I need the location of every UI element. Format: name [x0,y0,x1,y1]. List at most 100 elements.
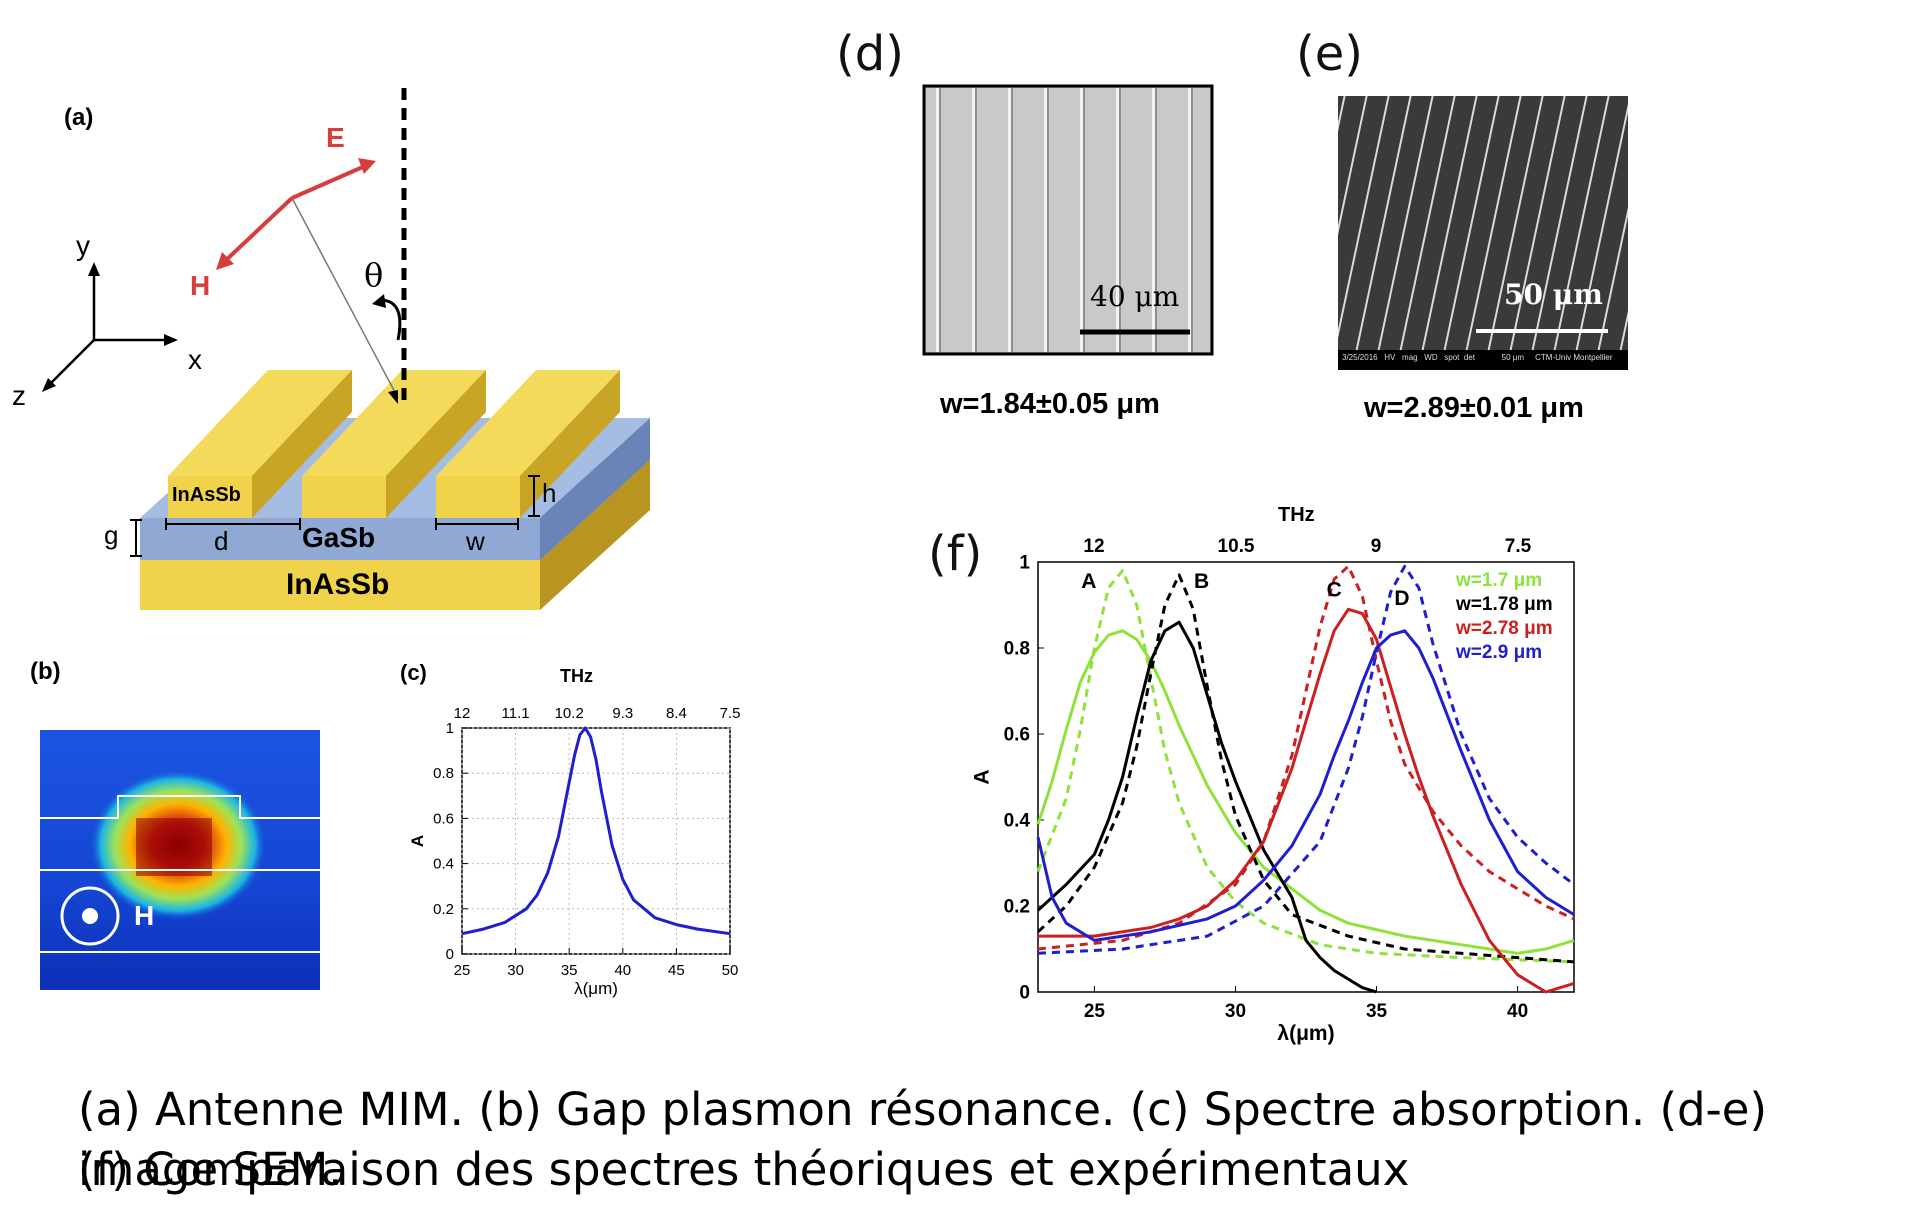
x-tick-label: 40 [614,962,631,979]
dim-w-label: w [466,526,485,556]
panel-a-diagram [42,88,650,610]
legend-entry: w=1.78 μm [1455,594,1553,615]
layer-top-label: InAsSb [172,484,241,506]
x-tick-label: 25 [1084,1001,1106,1022]
chart-f-top-axis-title: THz [1278,504,1315,526]
legend-entry: w=1.7 μm [1455,570,1542,591]
panel-b-label: (b) [30,658,61,685]
sem-info-bar [1338,350,1628,370]
sem-info-text: 3/25/2016 HV mag WD spot det 50 μm CTM-U… [1342,353,1613,362]
y-tick-label: 0.4 [433,856,454,873]
top-tick-label: 7.5 [720,705,741,722]
bottom-slab-side [540,460,650,610]
top-tick-label: 8.4 [666,705,687,722]
x-axis-label: λ(μm) [574,979,618,998]
legend-entry: w=2.78 μm [1455,618,1553,639]
series-line-exp-4 [1038,607,1575,994]
series-line-exp-2 [1036,620,1377,994]
top-tick-label: 9 [1371,536,1382,557]
axis-z-arrow [47,339,95,387]
h-field-label: H [190,270,211,301]
x-tick-label: 25 [454,962,471,979]
gold-strip-1 [168,370,352,518]
panel-f-label: (f) [928,526,983,582]
y-tick-label: 0.4 [1004,810,1031,831]
panel-d-sem [922,84,1214,356]
bottom-slab-front [140,560,540,610]
y-axis-label: A [971,769,994,784]
series-line-exp-0 [1036,629,1575,955]
top-tick-label: 11.1 [502,705,530,722]
scale-text-d: 40 μm [1090,280,1180,313]
width-text-e: w=2.89±0.01 μm [1364,392,1584,424]
y-axis-label: A [408,835,427,847]
series-line-theory-7 [1037,564,1575,955]
peak-label: C [1327,578,1342,601]
sem-image-d [926,88,1210,352]
h-field-arrow [222,196,294,264]
y-tick-label: 0.2 [433,901,454,918]
y-tick-label: 0.6 [1004,724,1030,745]
panel-b-field-map [40,730,320,990]
dim-h-label: h [542,478,557,508]
dim-d-label: d [214,526,229,556]
gasb-slab-side [540,418,650,560]
y-tick-label: 0 [446,946,454,963]
chart-f-comparison: 25 30 35 40 0 0.2 0.4 0.6 0.8 1 12 10.5 9 7.5 λ(μm) A A B… [971,536,1575,1045]
gold-strip-2 [302,370,486,518]
sem-image-e [1338,96,1628,350]
top-tick-label: 9.3 [612,705,633,722]
axis-y-label: y [76,230,90,261]
top-tick-label: 12 [1083,536,1104,557]
top-tick-label: 10.5 [1218,536,1255,557]
panel-e-sem [1338,96,1628,370]
top-tick-label: 12 [454,705,471,722]
legend-entry: w=2.9 μm [1455,642,1542,663]
y-tick-label: 0 [1019,982,1030,1003]
h-field-label-b: H [134,900,155,931]
chart-c-absorption: 25 30 35 40 45 50 0 0.2 0.4 0.6 0.8 112 11.1 10.2 9.3 8… [408,705,740,998]
series-line-theory-3 [1036,573,1575,964]
e-field-label: E [326,122,345,153]
panel-e-label: (e) [1296,26,1363,82]
x-tick-label: 30 [507,962,524,979]
e-field-arrow [291,164,366,200]
x-tick-label: 30 [1225,1001,1246,1022]
y-tick-label: 0.2 [1004,896,1030,917]
width-text-d: w=1.84±0.05 μm [940,388,1160,420]
peak-label: B [1194,570,1209,593]
layer-mid-label: GaSb [302,522,376,553]
panel-c-label: (c) [400,660,427,685]
axis-x-label: x [188,344,202,375]
top-tick-label: 7.5 [1505,536,1532,557]
y-tick-label: 1 [1019,552,1030,573]
y-tick-label: 0.6 [433,810,454,827]
scale-text-e: 50 μm [1504,278,1603,311]
strip-outline [40,795,320,819]
series-line-theory-1 [1036,569,1575,964]
x-tick-label: 45 [668,962,685,979]
h-out-of-plane-icon [60,886,120,946]
y-tick-label: 1 [446,720,454,737]
top-tick-label: 10.2 [555,705,584,722]
y-tick-label: 0.8 [1004,638,1030,659]
panel-a-label: (a) [64,104,94,131]
caption-line-1: (a) Antenne MIM. (b) Gap plasmon résonan… [78,1083,1768,1196]
wave-vector [291,197,399,399]
x-tick-label: 40 [1507,1001,1528,1022]
dim-g-label: g [104,520,119,550]
x-tick-label: 35 [1366,1001,1388,1022]
gold-strip-3 [436,370,620,518]
x-tick-label: 50 [722,962,739,979]
panel-d-label: (d) [836,26,904,82]
peak-label: A [1081,570,1096,593]
layer-bottom-label: InAsSb [286,568,390,601]
chart-c-top-axis-title: THz [560,666,593,686]
x-tick-label: 35 [561,962,578,979]
theta-label: θ [364,256,384,294]
y-tick-label: 0.8 [433,765,454,782]
x-axis-label: λ(μm) [1277,1022,1334,1045]
series-line-exp-0 [461,726,731,936]
peak-label: D [1394,587,1409,610]
